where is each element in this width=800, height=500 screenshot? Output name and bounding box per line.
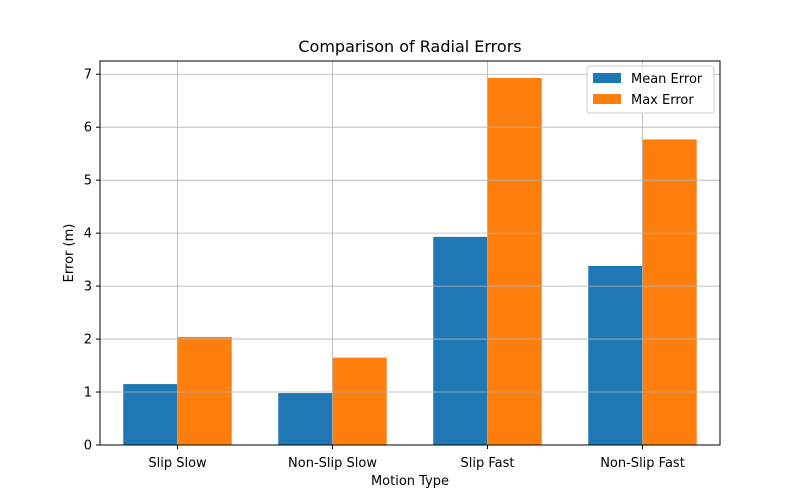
x-tick-label: Slip Slow (148, 456, 207, 471)
y-tick-label: 1 (84, 386, 92, 401)
grid-lines (100, 61, 720, 446)
y-tick-label: 3 (84, 280, 92, 295)
y-axis-ticks: 0 1 2 3 4 5 6 7 (84, 68, 100, 454)
axes (99, 60, 721, 446)
bar-max-error (642, 139, 697, 445)
bars (123, 77, 697, 445)
x-tick-label: Non-Slip Fast (600, 456, 685, 471)
bar-mean-error (588, 265, 643, 445)
y-tick-label: 2 (84, 333, 92, 348)
y-tick-label: 5 (84, 174, 92, 189)
bar-max-error (487, 77, 542, 445)
x-axis-ticks: Slip Slow Non-Slip Slow Slip Fast Non-Slip … (148, 445, 685, 471)
y-tick-label: 7 (84, 68, 92, 83)
bar-mean-error (123, 384, 178, 445)
legend-label-mean-error: Mean Error (631, 72, 703, 87)
legend-swatch-mean-error (593, 73, 621, 83)
bar-max-error (177, 336, 232, 445)
legend-swatch-max-error (593, 94, 621, 104)
y-tick-label: 6 (84, 121, 92, 136)
y-tick-label: 4 (84, 227, 92, 242)
bar-max-error (332, 357, 387, 445)
plot-frame (99, 60, 721, 446)
bar-mean-error (278, 393, 333, 445)
y-axis-label: Error (m) (62, 224, 77, 283)
x-tick-label: Slip Fast (461, 456, 515, 471)
legend-label-max-error: Max Error (631, 93, 694, 108)
legend: Mean Error Max Error (586, 65, 715, 114)
y-tick-label: 0 (84, 439, 92, 454)
bar-mean-error (433, 236, 488, 445)
x-tick-label: Non-Slip Slow (288, 456, 377, 471)
x-axis-label: Motion Type (371, 474, 449, 489)
chart-title: Comparison of Radial Errors (298, 37, 521, 56)
